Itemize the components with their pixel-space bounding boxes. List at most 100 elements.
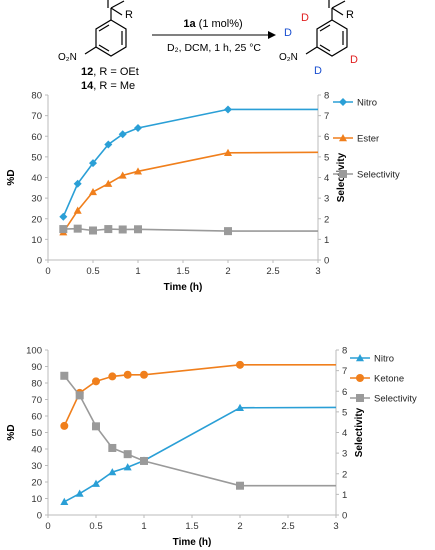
data-point-nitro (123, 463, 132, 471)
series-selectivity (59, 224, 318, 236)
data-point-ester (118, 171, 127, 179)
x-tick-label: 2 (237, 521, 242, 532)
data-point-selectivity (140, 456, 148, 465)
data-point-selectivity (224, 227, 232, 236)
data-point-selectivity (108, 443, 117, 452)
data-point-ester (104, 179, 113, 187)
data-point-selectivity (123, 450, 132, 459)
y2-tick-label: 7 (342, 366, 347, 377)
data-point-selectivity (73, 224, 82, 233)
data-point-nitro (134, 124, 142, 132)
y-tick-label: 30 (31, 194, 42, 205)
x-tick-label: 0.5 (89, 521, 102, 532)
series-line-ester (62, 151, 319, 233)
x-tick-label: 3 (333, 521, 338, 532)
legend-label-selectivity: Selectivity (374, 394, 417, 405)
data-point-selectivity (92, 422, 100, 431)
series-selectivity (60, 371, 336, 490)
data-point-nitro (224, 105, 232, 114)
x-tick-label: 1 (141, 521, 146, 532)
y-tick-label: 0 (37, 511, 42, 522)
y2-tick-label: 2 (342, 469, 347, 480)
y2-tick-label: 6 (342, 387, 347, 398)
data-point-selectivity (59, 225, 68, 234)
y-tick-label: 50 (31, 152, 42, 163)
series-ester (59, 148, 319, 236)
x-tick-label: 2.5 (266, 266, 279, 277)
legend-marker-nitro (356, 354, 364, 362)
y-tick-label: 40 (31, 173, 42, 184)
data-point-nitro (104, 140, 113, 149)
data-point-nitro (60, 497, 69, 505)
y-tick-label: 30 (31, 461, 42, 472)
data-point-selectivity (89, 226, 97, 235)
y-tick-label: 100 (26, 346, 42, 357)
y-axis-title: %D (6, 169, 17, 185)
data-point-selectivity (60, 371, 69, 380)
x-tick-label: 0 (45, 266, 50, 277)
y2-tick-label: 5 (324, 152, 329, 163)
legend-marker-selectivity (356, 394, 364, 402)
data-point-nitro (73, 179, 82, 188)
y2-tick-label: 0 (324, 256, 329, 267)
reaction-scheme: R O₂N 1a (1 mol%) D₂, DCM, 1 h, 25 °C 12… (58, 0, 358, 92)
x-tick-label: 1.5 (185, 521, 198, 532)
reactant-o2n-label: O₂N (58, 52, 77, 63)
y2-tick-label: 0 (342, 511, 347, 522)
y-tick-label: 80 (31, 92, 42, 102)
product-d-blue-bottom: D (314, 65, 322, 77)
data-point-nitro (236, 403, 244, 411)
product-d-red-top: D (301, 12, 309, 24)
product-r-label: R (346, 9, 354, 21)
data-point-ketone (60, 421, 69, 430)
series-line-nitro (62, 108, 318, 218)
y-axis-title: %D (6, 424, 17, 440)
data-point-ketone (236, 360, 244, 369)
reactant-r-label: R (125, 9, 133, 21)
reaction-arrow (152, 31, 276, 39)
series-nitro (59, 105, 318, 221)
y2-tick-label: 8 (324, 92, 329, 102)
data-point-nitro (118, 130, 127, 139)
product-d-blue-left: D (284, 27, 292, 39)
data-point-ester (89, 187, 97, 196)
conditions-label: D₂, DCM, 1 h, 25 °C (167, 42, 261, 54)
y-tick-label: 10 (31, 494, 42, 505)
data-point-ester (224, 148, 232, 156)
series-line-selectivity (63, 227, 318, 232)
x-tick-label: 0.5 (86, 266, 99, 277)
x-axis-title: Time (h) (173, 537, 212, 548)
y2-tick-label: 4 (324, 173, 329, 184)
legend-marker-ester (339, 134, 347, 142)
y-tick-label: 60 (31, 412, 42, 423)
legend-marker-nitro (339, 98, 347, 106)
y-tick-label: 60 (31, 132, 42, 143)
y-tick-label: 0 (37, 256, 42, 267)
data-point-ketone (108, 372, 117, 381)
series-line-selectivity (63, 375, 336, 487)
y-tick-label: 40 (31, 445, 42, 456)
data-point-ketone (123, 370, 132, 379)
data-point-selectivity (134, 225, 142, 234)
reagent-label: 1a (1 mol%) (183, 18, 242, 30)
product-structure (305, 0, 348, 57)
data-point-ketone (140, 370, 148, 379)
y2-tick-label: 7 (324, 111, 329, 122)
compound-14-label: 14, R = Me (81, 80, 135, 92)
series-line-nitro (63, 406, 337, 503)
x-tick-label: 3 (315, 266, 320, 277)
data-point-selectivity (236, 481, 244, 490)
x-tick-label: 2.5 (281, 521, 294, 532)
product-o2n-label: O₂N (279, 52, 298, 63)
data-point-nitro (89, 159, 97, 168)
data-point-nitro (59, 212, 68, 221)
x-axis-title: Time (h) (164, 282, 203, 293)
legend-marker-ketone (356, 374, 364, 382)
y-tick-label: 70 (31, 395, 42, 406)
legend-label-ketone: Ketone (374, 374, 404, 385)
x-tick-label: 2 (225, 266, 230, 277)
data-point-selectivity (75, 391, 84, 400)
y2-tick-label: 8 (342, 346, 347, 357)
